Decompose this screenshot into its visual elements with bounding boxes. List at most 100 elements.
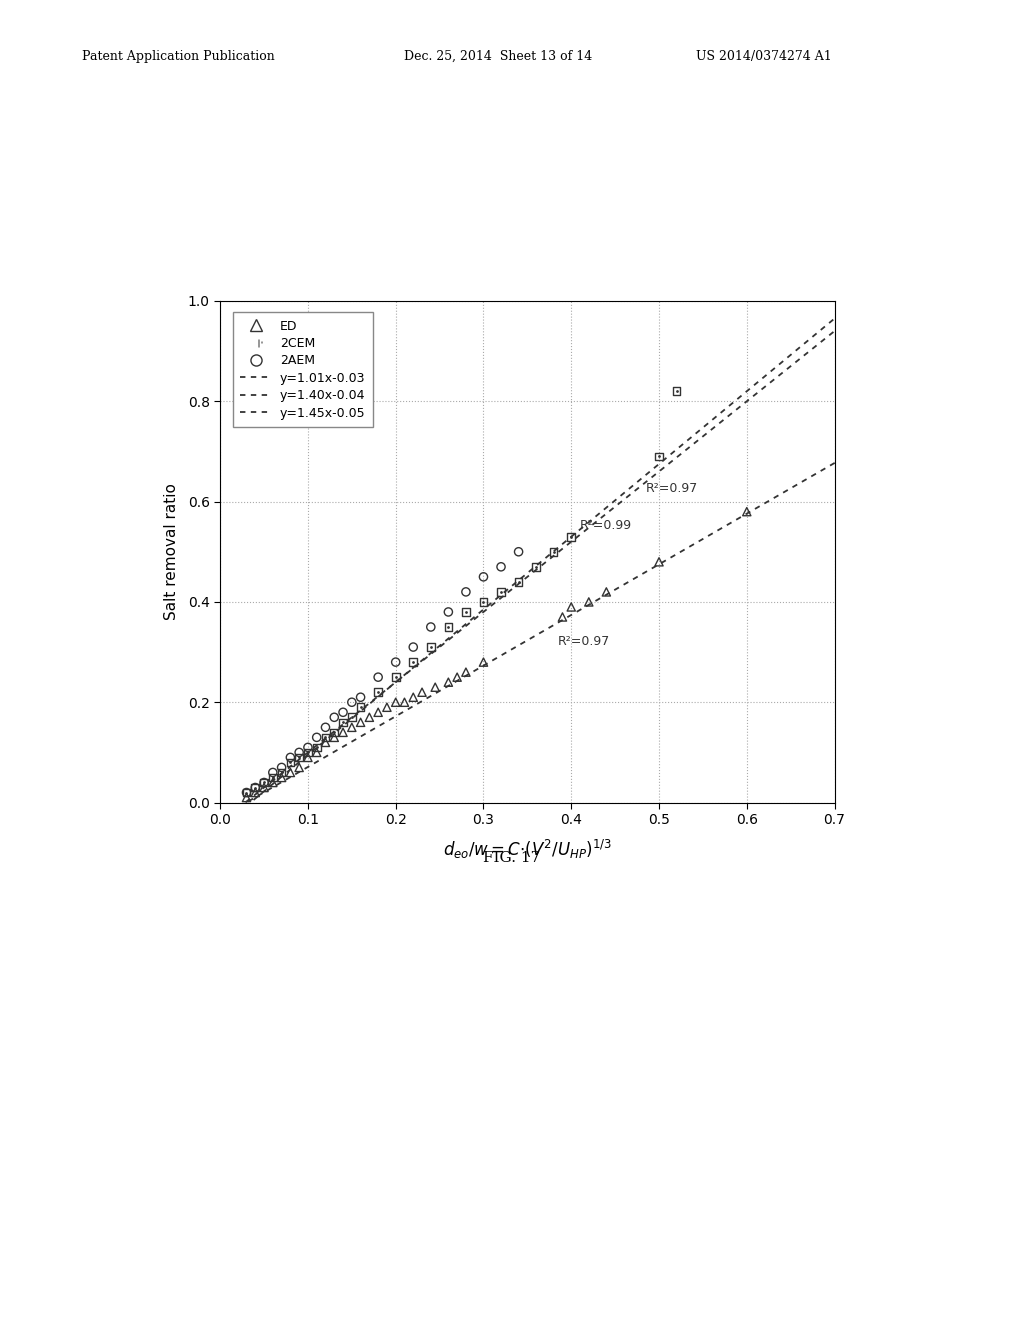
Text: Patent Application Publication: Patent Application Publication — [82, 50, 274, 63]
Point — [264, 772, 281, 793]
Point — [308, 737, 325, 758]
X-axis label: $d_{eo}/w = C{\cdot}(V^2/U_{HP})^{1/3}$: $d_{eo}/w = C{\cdot}(V^2/U_{HP})^{1/3}$ — [442, 838, 612, 861]
Point — [273, 762, 290, 783]
Point — [423, 636, 439, 657]
Point — [283, 752, 299, 774]
Point — [458, 602, 474, 623]
Point — [510, 541, 526, 562]
Legend: ED, 2CEM, 2AEM, y=1.01x-0.03, y=1.40x-0.04, y=1.45x-0.05: ED, 2CEM, 2AEM, y=1.01x-0.03, y=1.40x-0.… — [232, 313, 373, 428]
Point — [475, 591, 492, 612]
Y-axis label: Salt removal ratio: Salt removal ratio — [165, 483, 179, 620]
Point — [651, 552, 668, 573]
Point — [406, 686, 422, 708]
Point — [475, 652, 492, 673]
Point — [264, 767, 281, 788]
Point — [651, 446, 668, 467]
Point — [458, 602, 474, 623]
Point — [256, 777, 272, 799]
Point — [273, 767, 290, 788]
Point — [291, 742, 307, 763]
Point — [669, 380, 685, 401]
Point — [458, 661, 474, 682]
Point — [387, 667, 403, 688]
Point — [563, 527, 580, 548]
Point — [370, 667, 386, 688]
Point — [344, 717, 360, 738]
Point — [598, 581, 614, 602]
Point — [239, 781, 255, 803]
Point — [247, 777, 263, 799]
Point — [317, 727, 334, 748]
Point — [247, 781, 263, 803]
Point — [273, 756, 290, 777]
Point — [651, 446, 668, 467]
Point — [326, 722, 342, 743]
Point — [300, 747, 316, 768]
Point — [440, 602, 457, 623]
Point — [396, 692, 413, 713]
Point — [344, 706, 360, 727]
Point — [308, 727, 325, 748]
Point — [352, 711, 369, 733]
Point — [406, 652, 422, 673]
Point — [423, 636, 439, 657]
Point — [300, 742, 316, 763]
Text: R²=0.97: R²=0.97 — [646, 482, 698, 495]
Point — [475, 591, 492, 612]
Point — [256, 772, 272, 793]
Point — [291, 747, 307, 768]
Point — [414, 681, 430, 702]
Point — [738, 502, 755, 523]
Point — [440, 616, 457, 638]
Point — [493, 556, 509, 577]
Text: US 2014/0374274 A1: US 2014/0374274 A1 — [696, 50, 833, 63]
Text: Dec. 25, 2014  Sheet 13 of 14: Dec. 25, 2014 Sheet 13 of 14 — [404, 50, 593, 63]
Point — [344, 692, 360, 713]
Point — [264, 762, 281, 783]
Point — [370, 681, 386, 702]
Point — [361, 706, 378, 727]
Point — [510, 572, 526, 593]
Point — [239, 781, 255, 803]
Point — [581, 591, 597, 612]
Point — [300, 737, 316, 758]
Point — [283, 747, 299, 768]
Point — [264, 767, 281, 788]
Point — [528, 556, 545, 577]
Point — [475, 566, 492, 587]
Point — [239, 787, 255, 808]
Point — [308, 742, 325, 763]
Point — [326, 706, 342, 727]
Point — [352, 697, 369, 718]
Point — [493, 581, 509, 602]
Point — [317, 727, 334, 748]
Point — [283, 752, 299, 774]
Point — [370, 681, 386, 702]
Point — [344, 706, 360, 727]
Point — [317, 731, 334, 752]
Point — [308, 737, 325, 758]
Point — [669, 380, 685, 401]
Point — [423, 616, 439, 638]
Point — [239, 781, 255, 803]
Point — [406, 636, 422, 657]
Point — [554, 606, 570, 627]
Point — [546, 541, 562, 562]
Point — [427, 677, 443, 698]
Point — [352, 697, 369, 718]
Point — [387, 692, 403, 713]
Point — [510, 572, 526, 593]
Text: R²=0.99: R²=0.99 — [580, 519, 632, 532]
Point — [563, 597, 580, 618]
Point — [370, 702, 386, 723]
Point — [335, 711, 351, 733]
Point — [352, 686, 369, 708]
Point — [493, 581, 509, 602]
Text: FIG. 17: FIG. 17 — [483, 851, 541, 866]
Point — [449, 667, 465, 688]
Point — [326, 727, 342, 748]
Point — [387, 652, 403, 673]
Point — [256, 772, 272, 793]
Point — [283, 762, 299, 783]
Point — [563, 527, 580, 548]
